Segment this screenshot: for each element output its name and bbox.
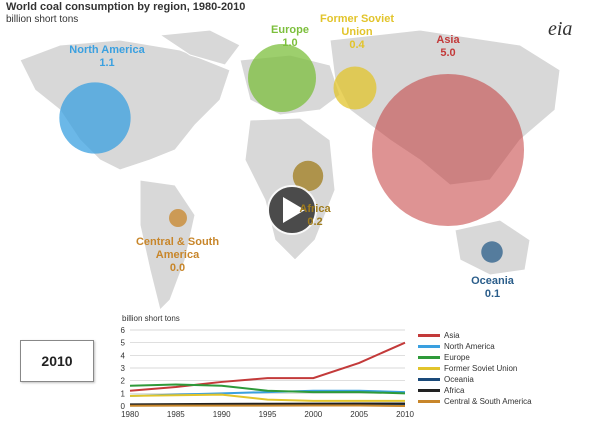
bubble-former-soviet-union (333, 66, 377, 110)
label-former-soviet-union: Former Soviet Union 0.4 (320, 13, 394, 51)
eia-logo: eia (548, 18, 573, 40)
label-asia: Asia 5.0 (436, 34, 460, 59)
region-bubbles (59, 44, 525, 263)
legend-label: Asia (444, 331, 460, 340)
y-tick-label: 6 (121, 326, 126, 335)
legend-item: North America (418, 341, 532, 352)
label-africa: Africa 0.2 (299, 203, 331, 228)
bubble-central-south-america (169, 209, 187, 227)
play-button[interactable] (267, 185, 317, 235)
legend-label: Africa (444, 386, 465, 395)
line-chart: 0 1 2 3 4 5 6 1980 1985 1990 1995 2000 2005 2010 (121, 326, 415, 419)
x-tick-label: 1985 (167, 410, 185, 419)
bubble-oceania (481, 241, 503, 263)
play-icon (283, 197, 305, 223)
label-oceania: Oceania 0.1 (471, 275, 514, 300)
series-line-asia (129, 341, 406, 392)
x-tick-label: 2005 (350, 410, 368, 419)
y-tick-label: 4 (121, 351, 126, 360)
legend-swatch (418, 400, 440, 403)
bubble-europe (248, 44, 316, 112)
chart-subtitle: billion short tons (6, 14, 79, 25)
y-tick-label: 0 (121, 402, 126, 411)
legend-label: Oceania (444, 375, 474, 384)
bubble-africa (292, 160, 324, 192)
x-tick-label: 2000 (304, 410, 322, 419)
legend-label: Former Soviet Union (444, 364, 518, 373)
x-tick-label: 2010 (396, 410, 414, 419)
series-line-africa (129, 402, 405, 406)
label-north-america: North America 1.1 (69, 44, 145, 69)
x-tick-label: 1990 (213, 410, 231, 419)
year-display: 2010 (20, 340, 94, 382)
x-tick-label: 1995 (259, 410, 277, 419)
legend-swatch (418, 334, 440, 337)
legend-item: Africa (418, 385, 532, 396)
x-tick-label: 1980 (121, 410, 139, 419)
y-tick-label: 3 (121, 364, 126, 373)
chart-legend: Asia North America Europe Former Soviet Uni… (418, 330, 532, 407)
legend-swatch (418, 378, 440, 381)
legend-item: Former Soviet Union (418, 363, 532, 374)
legend-swatch (418, 356, 440, 359)
legend-label: North America (444, 342, 495, 351)
y-axis-label: billion short tons (122, 314, 180, 323)
y-tick-label: 2 (121, 377, 126, 386)
label-central-south-america: Central & South America 0.0 (135, 236, 220, 274)
chart-title: World coal consumption by region, 1980-2… (6, 1, 246, 13)
bubble-asia (371, 73, 525, 227)
legend-swatch (418, 345, 440, 348)
y-tick-label: 5 (121, 339, 126, 348)
legend-label: Europe (444, 353, 470, 362)
series-line-former-soviet-union (129, 393, 405, 402)
legend-swatch (418, 389, 440, 392)
series-line-central-south-america (129, 404, 406, 407)
legend-item: Central & South America (418, 396, 532, 407)
series-line-europe (129, 383, 406, 395)
legend-item: Asia (418, 330, 532, 341)
label-europe: Europe 1.0 (271, 24, 309, 49)
legend-item: Europe (418, 352, 532, 363)
bubble-north-america (59, 82, 131, 154)
legend-label: Central & South America (444, 397, 532, 406)
y-tick-label: 1 (121, 389, 126, 398)
legend-item: Oceania (418, 374, 532, 385)
legend-swatch (418, 367, 440, 370)
